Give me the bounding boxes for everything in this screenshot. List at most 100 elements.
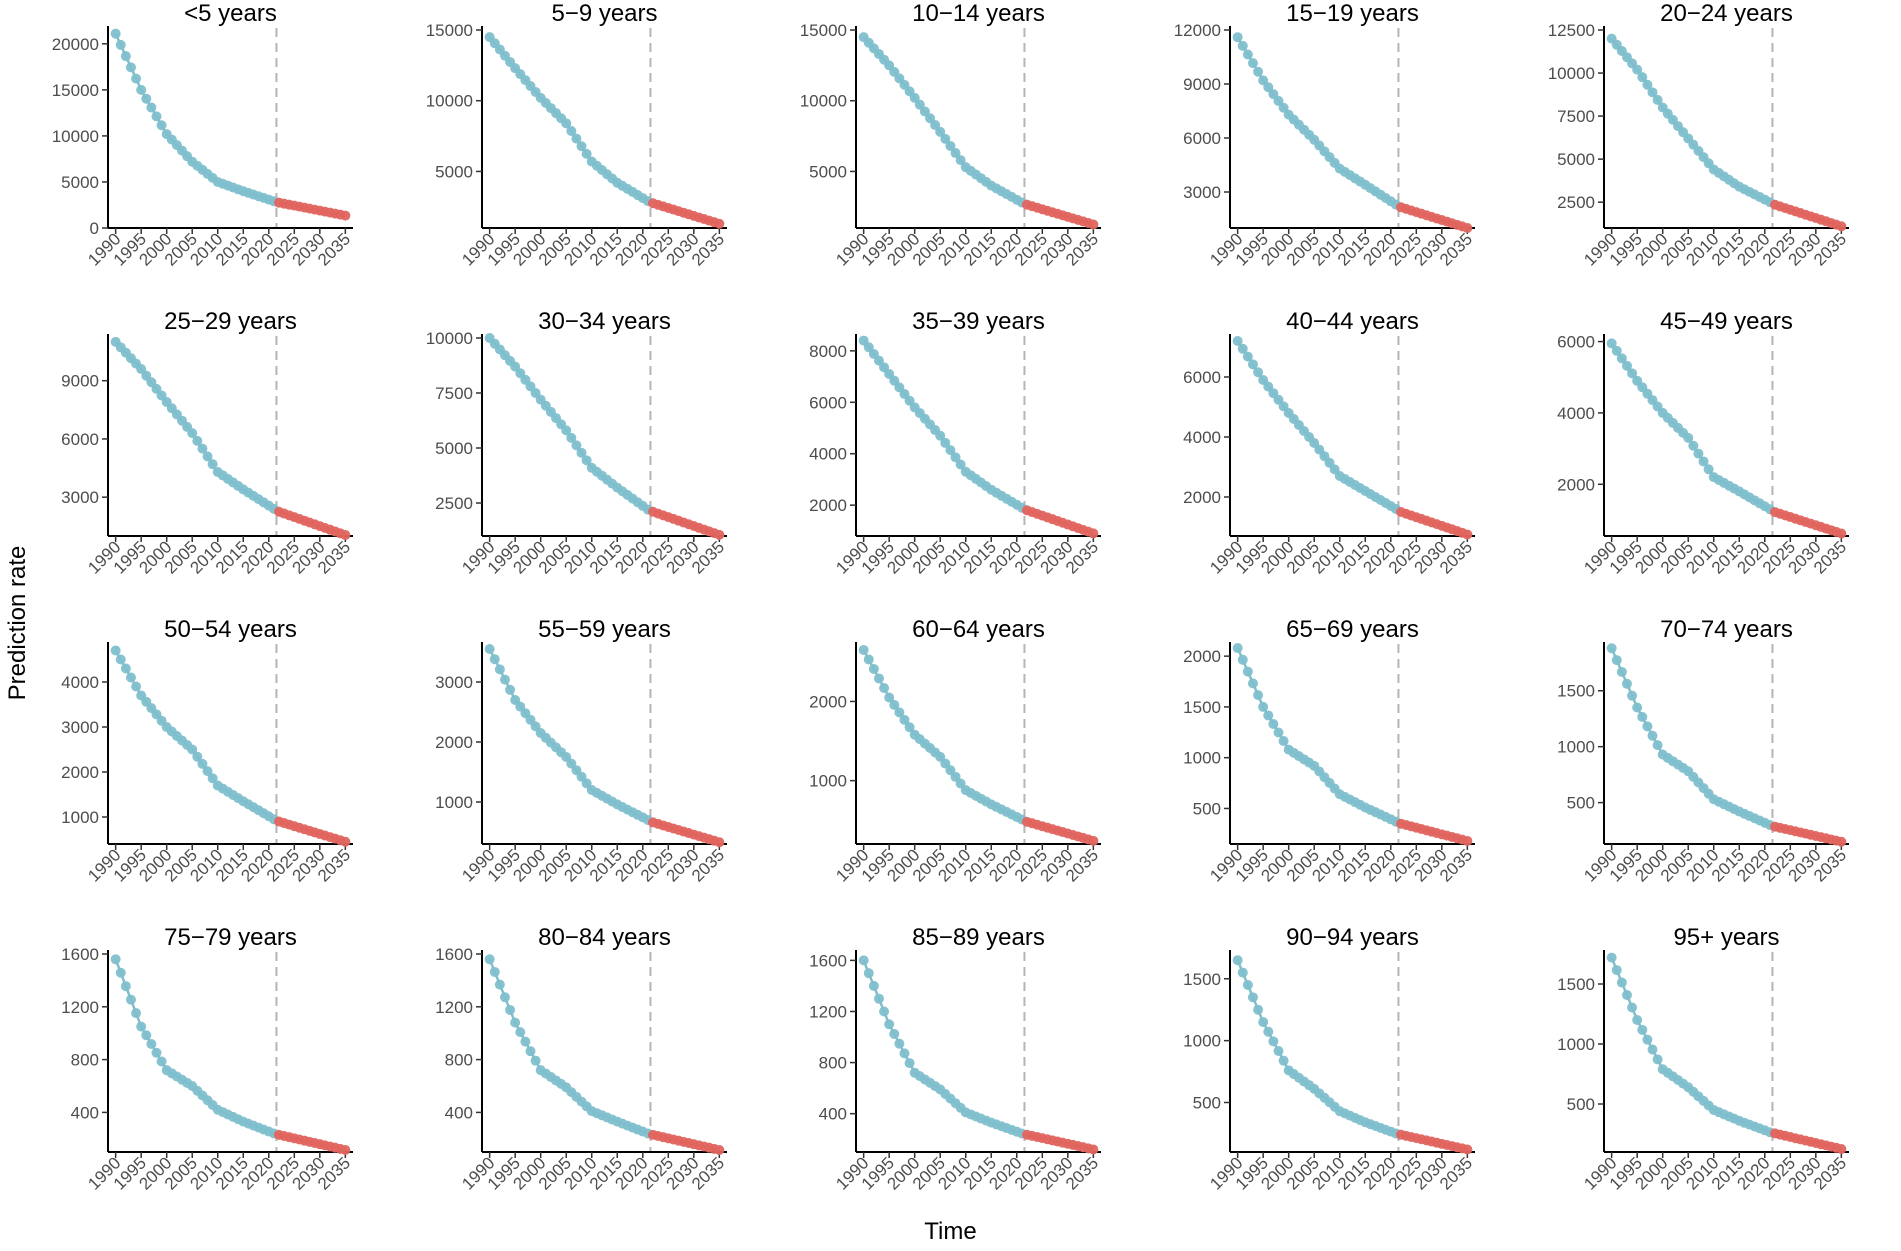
observed-point [1232, 336, 1243, 346]
observed-point [868, 663, 879, 674]
observed-point [873, 993, 884, 1004]
y-tick-label: 400 [445, 1103, 473, 1122]
y-tick-label: 500 [1193, 1094, 1221, 1113]
observed-point [131, 73, 142, 84]
observed-point [858, 644, 869, 655]
x-axis-title: Time [924, 1218, 977, 1245]
observed-point [202, 766, 213, 777]
predicted-point [340, 210, 351, 221]
observed-point [1247, 359, 1258, 370]
y-tick-label: 2000 [809, 496, 847, 515]
predicted-point [1462, 529, 1473, 540]
y-tick-label: 400 [71, 1103, 99, 1122]
observed-point [494, 664, 505, 675]
y-tick-label: 10000 [52, 127, 99, 146]
observed-point [192, 751, 203, 762]
observed-point [955, 459, 966, 470]
panel-title: 50−54 years [164, 616, 297, 643]
y-tick-label: 3000 [435, 673, 473, 692]
observed-point [197, 758, 208, 769]
observed-point [1632, 702, 1643, 713]
observed-point [1621, 990, 1632, 1001]
panel-title: 55−59 years [538, 616, 671, 643]
predicted-point [1462, 223, 1473, 233]
observed-point [889, 699, 900, 710]
observed-point [110, 645, 121, 656]
observed-point [894, 707, 905, 718]
observed-point [110, 954, 121, 965]
y-tick-label: 1000 [435, 793, 473, 812]
observed-point [940, 133, 951, 144]
observed-line [1236, 647, 1397, 823]
observed-line [862, 959, 1023, 1135]
observed-point [197, 443, 208, 454]
observed-point [125, 994, 136, 1005]
observed-point [1627, 1002, 1638, 1013]
y-tick-label: 5000 [61, 173, 99, 192]
y-tick-label: 800 [819, 1054, 847, 1073]
observed-point [1232, 955, 1243, 966]
observed-point [515, 1027, 526, 1038]
y-tick-label: 12000 [1174, 21, 1221, 40]
observed-point [576, 447, 587, 458]
y-tick-label: 1000 [809, 772, 847, 791]
observed-point [141, 1030, 152, 1041]
predicted-point [1088, 835, 1099, 846]
predicted-point [714, 1145, 725, 1156]
observed-point [945, 140, 956, 151]
observed-point [919, 106, 930, 117]
y-tick-label: 5000 [1557, 150, 1595, 169]
y-tick-label: 800 [71, 1051, 99, 1070]
observed-point [120, 981, 131, 992]
observed-point [955, 155, 966, 166]
observed-point [889, 1028, 900, 1039]
y-tick-label: 10000 [1548, 64, 1595, 83]
observed-point [1606, 338, 1617, 349]
observed-point [489, 654, 500, 665]
observed-point [192, 435, 203, 446]
observed-point [1647, 730, 1658, 741]
observed-point [1637, 1024, 1648, 1035]
observed-point [110, 28, 121, 39]
observed-point [1258, 701, 1269, 712]
observed-point [202, 451, 213, 462]
observed-point [187, 744, 198, 755]
observed-point [1278, 1055, 1289, 1066]
observed-point [115, 654, 126, 665]
y-tick-label: 9000 [61, 372, 99, 391]
y-tick-label: 2500 [435, 494, 473, 513]
observed-point [146, 102, 157, 113]
observed-point [935, 126, 946, 137]
observed-point [1637, 72, 1648, 83]
observed-line [488, 958, 649, 1135]
observed-point [125, 62, 136, 73]
observed-point [1232, 643, 1243, 654]
y-tick-label: 1600 [809, 951, 847, 970]
predicted-point [1462, 835, 1473, 846]
observed-point [131, 1008, 142, 1019]
observed-point [1253, 66, 1264, 77]
panel-title: 90−94 years [1286, 924, 1419, 951]
observed-point [1627, 690, 1638, 701]
y-tick-label: 2000 [61, 763, 99, 782]
observed-point [1247, 58, 1258, 69]
observed-point [935, 430, 946, 441]
y-tick-label: 1500 [1183, 698, 1221, 717]
observed-point [499, 992, 510, 1003]
observed-point [151, 1047, 162, 1058]
observed-point [884, 692, 895, 703]
observed-line [114, 33, 275, 203]
observed-point [1688, 440, 1699, 451]
predicted-point [1836, 836, 1847, 847]
observed-point [1273, 1046, 1284, 1057]
y-tick-label: 1000 [1557, 1035, 1595, 1054]
observed-point [1237, 654, 1248, 665]
observed-point [1263, 82, 1274, 93]
observed-line [488, 648, 649, 822]
panel-title: 25−29 years [164, 308, 297, 335]
observed-point [146, 1039, 157, 1050]
y-tick-label: 1200 [809, 1002, 847, 1021]
observed-line [1610, 957, 1771, 1134]
observed-point [858, 955, 869, 966]
observed-point [1652, 1054, 1663, 1065]
